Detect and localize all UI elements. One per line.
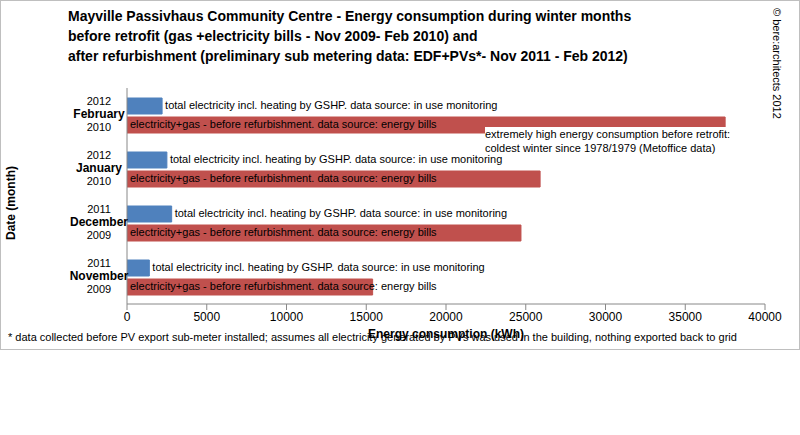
svg-text:total electricity incl. heatin: total electricity incl. heating by GSHP.…	[170, 153, 502, 165]
svg-text:0: 0	[124, 310, 131, 324]
svg-text:20000: 20000	[429, 310, 463, 324]
svg-text:2011: 2011	[87, 203, 111, 215]
svg-text:15000: 15000	[350, 310, 384, 324]
svg-text:2011: 2011	[87, 257, 111, 269]
svg-text:2010: 2010	[87, 121, 111, 133]
svg-text:total electricity incl. heatin: total electricity incl. heating by GSHP.…	[152, 261, 484, 273]
svg-text:2009: 2009	[87, 283, 111, 295]
html-text:© bere:architects 2012: © bere:architects 2012	[771, 8, 783, 119]
svg-text:February: February	[73, 107, 125, 121]
html-text:Mayville Passivhaus Community: Mayville Passivhaus Community Centre - E…	[68, 8, 632, 64]
svg-text:25000: 25000	[509, 310, 543, 324]
svg-text:January: January	[76, 161, 122, 175]
svg-text:40000: 40000	[748, 310, 782, 324]
svg-text:electricity+gas - before refur: electricity+gas - before refurbishment. …	[130, 280, 437, 292]
html-text:extremely high energy consumpt: extremely high energy consumption before…	[485, 128, 731, 154]
svg-text:2012: 2012	[87, 95, 111, 107]
svg-text:35000: 35000	[669, 310, 703, 324]
svg-text:10000: 10000	[270, 310, 304, 324]
svg-text:2009: 2009	[87, 229, 111, 241]
svg-text:30000: 30000	[589, 310, 623, 324]
html-text:* data collected before PV exp: * data collected before PV export sub-me…	[8, 331, 737, 343]
svg-text:2012: 2012	[87, 149, 111, 161]
svg-text:total electricity incl. heatin: total electricity incl. heating by GSHP.…	[175, 207, 507, 219]
svg-text:December: December	[70, 215, 128, 229]
svg-text:electricity+gas - before refur: electricity+gas - before refurbishment. …	[130, 118, 437, 130]
html-text:Date (month): Date (month)	[4, 166, 18, 240]
svg-text:5000: 5000	[193, 310, 220, 324]
svg-text:2010: 2010	[87, 175, 111, 187]
svg-text:November: November	[70, 269, 129, 283]
svg-text:electricity+gas - before refur: electricity+gas - before refurbishment. …	[130, 172, 437, 184]
svg-text:total electricity incl. heatin: total electricity incl. heating by GSHP.…	[165, 99, 497, 111]
svg-text:electricity+gas - before refur: electricity+gas - before refurbishment. …	[130, 226, 437, 238]
